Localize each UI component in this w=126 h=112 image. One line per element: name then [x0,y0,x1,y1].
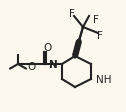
Text: F: F [97,31,103,41]
Text: O: O [27,61,35,71]
Text: O: O [43,43,51,53]
Text: N: N [49,59,58,69]
Text: F: F [93,15,99,25]
Text: F: F [69,9,75,19]
Text: NH: NH [96,74,112,84]
